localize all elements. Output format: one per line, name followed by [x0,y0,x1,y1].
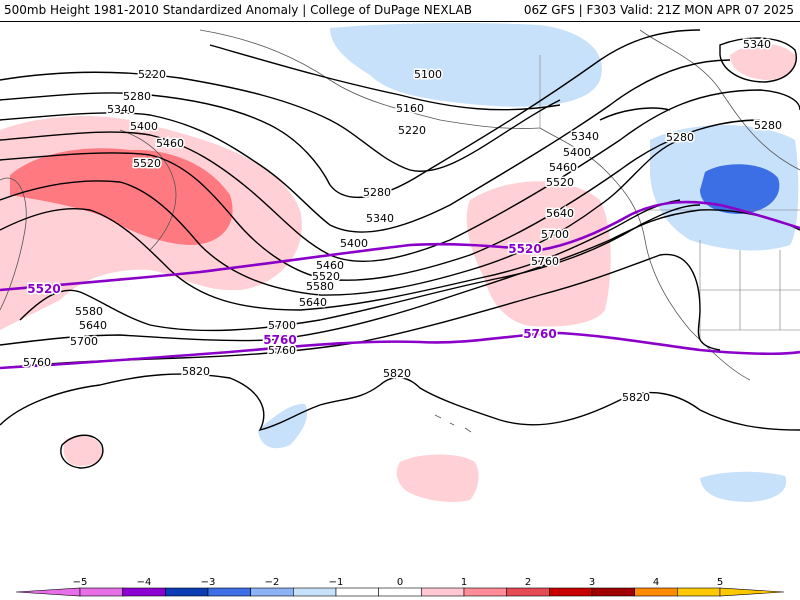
highlight-label: 5760 [263,333,296,347]
colorbar-tick: −2 [265,577,280,588]
colorbar-tick: −3 [201,577,216,588]
contour-label: 5760 [268,344,296,357]
negative-anomaly-north [330,23,602,107]
contour-label: 5280 [666,131,694,144]
colorbar-segment [591,587,635,597]
highlight-label: 5520 [508,242,541,256]
positive-anomaly-west-strong [10,148,233,245]
contour-label: 5280 [123,90,151,103]
colorbar-tick: 5 [717,577,723,588]
contour-label: 5520 [133,157,161,170]
colorbar-tick: 1 [461,577,467,588]
highlight-contours [0,200,800,370]
contour-label: 5340 [107,103,135,116]
map-header: 500mb Height 1981-2010 Standardized Anom… [0,0,800,22]
contour-label: 5820 [383,367,411,380]
contour-label: 5640 [79,319,107,332]
contour-label: 5220 [138,68,166,81]
colorbar-segment [122,587,166,597]
contour-label: 5700 [70,335,98,348]
contour-label: 5820 [622,391,650,404]
contour-labels: 5100 5160 5220 5220 5280 5280 5280 5280 … [22,37,784,406]
colorbar-segment [506,587,550,597]
contour-label: 5700 [268,319,296,332]
highlight-label: 5760 [523,327,556,341]
weather-map: 5100 5160 5220 5220 5280 5280 5280 5280 … [0,22,800,576]
colorbar-min-arrow [15,587,81,597]
highlight-labels: 5520 5520 5760 5760 [26,241,558,349]
contour-label: 5340 [366,212,394,225]
colorbar-segment [463,587,507,597]
colorbar-segment [549,587,593,597]
colorbar-tick: 2 [525,577,531,588]
colorbar-tick: −5 [73,577,88,588]
colorbar-segment [421,587,465,597]
colorbar-max-arrow [719,587,785,597]
contour-label: 5520 [312,270,340,283]
colorbar-ticks: −5 −4 −3 −2 −1 0 1 2 3 4 5 [73,577,724,588]
negative-anomaly-south [258,403,308,449]
negative-anomaly-southeast [700,471,787,502]
contour-label: 5400 [130,120,158,133]
contour-label: 5760 [531,255,559,268]
colorbar-tick: 3 [589,577,595,588]
contour-label: 5460 [316,259,344,272]
contour-label: 5340 [743,38,771,51]
colorbar-segment [250,587,294,597]
contour-label: 5400 [340,237,368,250]
contour-label: 5280 [754,119,782,132]
contour-label: 5640 [299,296,327,309]
contour-label: 5160 [396,102,424,115]
colorbar-tick: −4 [137,577,152,588]
run-info: 06Z GFS | F303 Valid: 21Z MON APR 07 202… [523,3,794,17]
colorbar-segment [293,587,337,597]
positive-anomaly-south [396,454,479,502]
contour-label: 5580 [75,305,103,318]
negative-anomaly-east-strong [700,164,780,214]
colorbar-segment [677,587,721,597]
colorbar-tick: 4 [653,577,659,588]
highlight-label: 5520 [27,282,60,296]
positive-anomaly-central [466,181,611,327]
colorbar-tick: 0 [397,577,403,588]
contour-5760-highlight [0,331,800,370]
contour-label: 5100 [414,68,442,81]
map-title: 500mb Height 1981-2010 Standardized Anom… [4,3,472,17]
contour-label: 5640 [546,207,574,220]
contour-label: 5340 [571,130,599,143]
anomaly-fills [0,23,799,502]
contour-label: 5580 [306,280,334,293]
colorbar-segment [634,587,678,597]
contour-5520-highlight [0,200,800,292]
positive-anomaly-northeast [730,43,796,80]
positive-anomaly-hawaii [63,435,103,466]
colorbar-segment [79,587,123,597]
colorbar-tick: −1 [329,577,344,588]
anomaly-colorbar: −5 −4 −3 −2 −1 0 1 2 3 4 5 [0,576,800,600]
contour-label: 5400 [563,146,591,159]
colorbar-segments [15,587,785,597]
contour-label: 5460 [549,161,577,174]
contour-label: 5760 [23,356,51,369]
contour-label: 5460 [156,137,184,150]
colorbar-segment [165,587,209,597]
contour-label: 5700 [541,228,569,241]
contour-label: 5280 [363,186,391,199]
colorbar-segment [335,587,379,597]
contour-label: 5520 [546,176,574,189]
height-contours [0,29,800,469]
contour-label: 5820 [182,365,210,378]
colorbar-segment [207,587,251,597]
contour-label: 5220 [398,124,426,137]
colorbar-segment [378,587,422,597]
